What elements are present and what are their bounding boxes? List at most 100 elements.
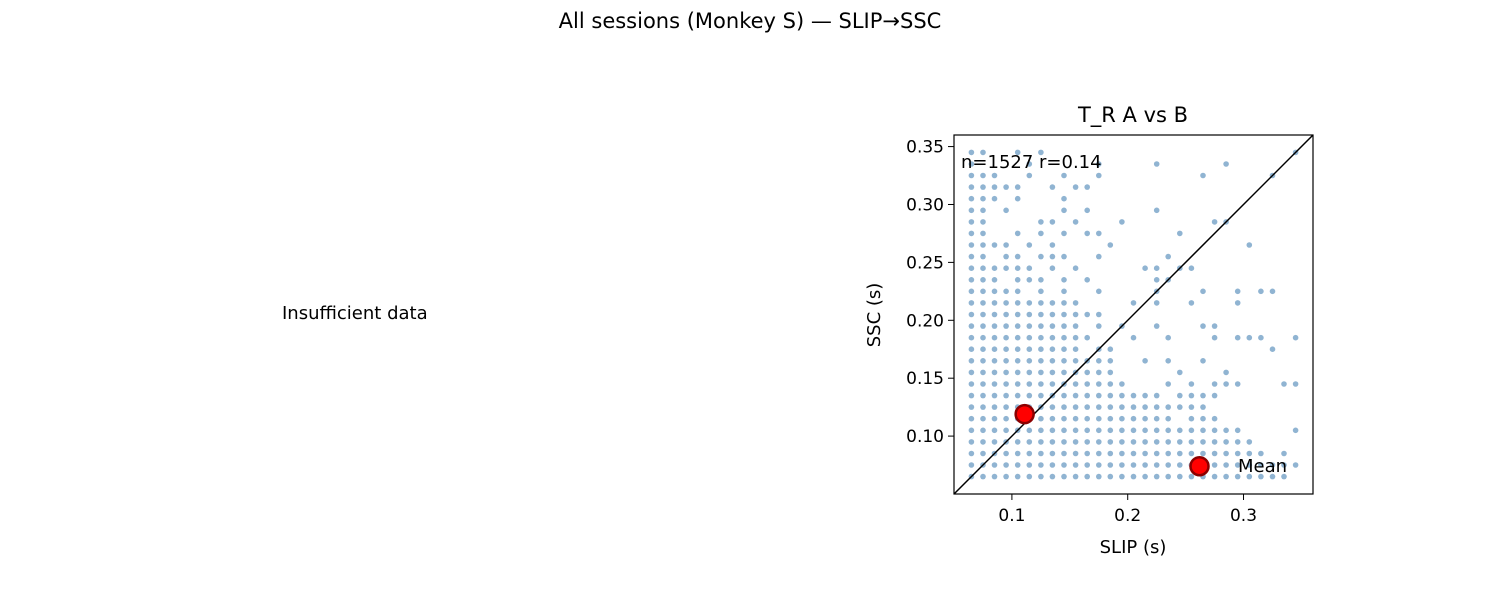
scatter-point	[1026, 300, 1033, 306]
scatter-point	[1003, 207, 1009, 214]
scatter-point	[1165, 381, 1171, 387]
scatter-point	[1177, 230, 1183, 237]
scatter-point	[980, 427, 986, 434]
scatter-point	[1234, 334, 1241, 341]
scatter-point	[1084, 439, 1090, 445]
scatter-point	[1119, 219, 1125, 225]
scatter-point	[980, 404, 986, 410]
scatter-point	[968, 195, 975, 202]
scatter-point	[1130, 450, 1137, 457]
scatter-point	[1142, 392, 1148, 399]
scatter-point	[1038, 392, 1044, 399]
scatter-point	[1234, 300, 1241, 306]
scatter-point	[1038, 219, 1044, 225]
scatter-point	[1200, 404, 1206, 410]
scatter-point	[1153, 439, 1160, 445]
scatter-point	[1142, 473, 1148, 480]
scatter-point	[1026, 346, 1033, 353]
scatter-point	[991, 265, 998, 272]
scatter-point	[991, 277, 998, 283]
scatter-point	[1246, 473, 1253, 480]
scatter-point	[968, 253, 975, 260]
scatter-point	[1153, 323, 1160, 329]
scatter-point	[1003, 323, 1009, 329]
scatter-point	[1177, 369, 1183, 376]
scatter-point	[1003, 300, 1009, 306]
scatter-point	[1038, 381, 1044, 387]
scatter-point	[1003, 358, 1009, 364]
y-tick-label: 0.20	[906, 311, 944, 331]
scatter-point	[1014, 149, 1021, 156]
scatter-point	[980, 277, 986, 283]
scatter-point	[1003, 450, 1009, 457]
scatter-point	[1096, 415, 1102, 422]
scatter-point	[1096, 288, 1102, 295]
scatter-point	[1223, 161, 1229, 167]
scatter-point	[1003, 462, 1009, 468]
scatter-point	[1049, 219, 1056, 225]
scatter-point	[1049, 358, 1056, 364]
scatter-point	[1038, 439, 1044, 445]
scatter-point	[1223, 439, 1229, 445]
scatter-point	[980, 334, 986, 341]
scatter-point	[1014, 265, 1021, 272]
scatter-point	[1153, 473, 1160, 480]
scatter-point	[1234, 439, 1241, 445]
scatter-point	[1049, 381, 1056, 387]
scatter-point	[980, 381, 986, 387]
scatter-point	[1234, 288, 1241, 295]
identity-line	[953, 134, 1314, 495]
scatter-point	[1119, 404, 1125, 410]
scatter-point	[980, 450, 986, 457]
scatter-point	[1072, 450, 1079, 457]
scatter-point	[1014, 323, 1021, 329]
scatter-point	[1153, 415, 1160, 422]
scatter-point	[1038, 358, 1044, 364]
scatter-point	[1281, 381, 1287, 387]
scatter-point	[1211, 323, 1218, 329]
scatter-point	[1165, 427, 1171, 434]
scatter-point	[1061, 369, 1067, 376]
scatter-point	[1165, 253, 1171, 260]
scatter-point	[1281, 473, 1287, 480]
scatter-point	[1269, 288, 1276, 295]
scatter-point	[1096, 323, 1102, 329]
scatter-point	[1153, 265, 1160, 272]
scatter-point	[1003, 369, 1009, 376]
scatter-point	[1072, 427, 1079, 434]
scatter-point	[1014, 369, 1021, 376]
scatter-point	[1061, 288, 1067, 295]
means-layer	[1014, 403, 1210, 477]
scatter-point	[968, 334, 975, 341]
scatter-point	[1049, 346, 1056, 353]
scatter-point	[1038, 230, 1044, 237]
scatter-point	[1142, 265, 1148, 272]
scatter-point	[1142, 427, 1148, 434]
scatter-point	[991, 404, 998, 410]
scatter-point	[968, 346, 975, 353]
scatter-point	[1014, 230, 1021, 237]
scatter-point	[1177, 439, 1183, 445]
scatter-point	[1072, 415, 1079, 422]
scatter-point	[1188, 415, 1195, 422]
scatter-point	[1200, 427, 1206, 434]
scatter-point	[1014, 450, 1021, 457]
scatter-point	[991, 415, 998, 422]
figure-suptitle: All sessions (Monkey S) — SLIP→SSC	[558, 9, 942, 33]
scatter-point	[1003, 334, 1009, 341]
scatter-point	[1188, 300, 1195, 306]
scatter-point	[968, 427, 975, 434]
scatter-point	[1258, 450, 1264, 457]
scatter-point	[1014, 392, 1021, 399]
scatter-point	[980, 219, 986, 225]
scatter-point	[1107, 381, 1114, 387]
scatter-point	[991, 172, 998, 179]
scatter-point	[1061, 346, 1067, 353]
scatter-point	[1061, 439, 1067, 445]
scatter-point	[1003, 415, 1009, 422]
scatter-point	[1049, 311, 1056, 318]
scatter-point	[968, 207, 975, 214]
scatter-point	[1026, 277, 1033, 283]
axes-frame	[953, 134, 1314, 495]
scatter-point	[1003, 346, 1009, 353]
